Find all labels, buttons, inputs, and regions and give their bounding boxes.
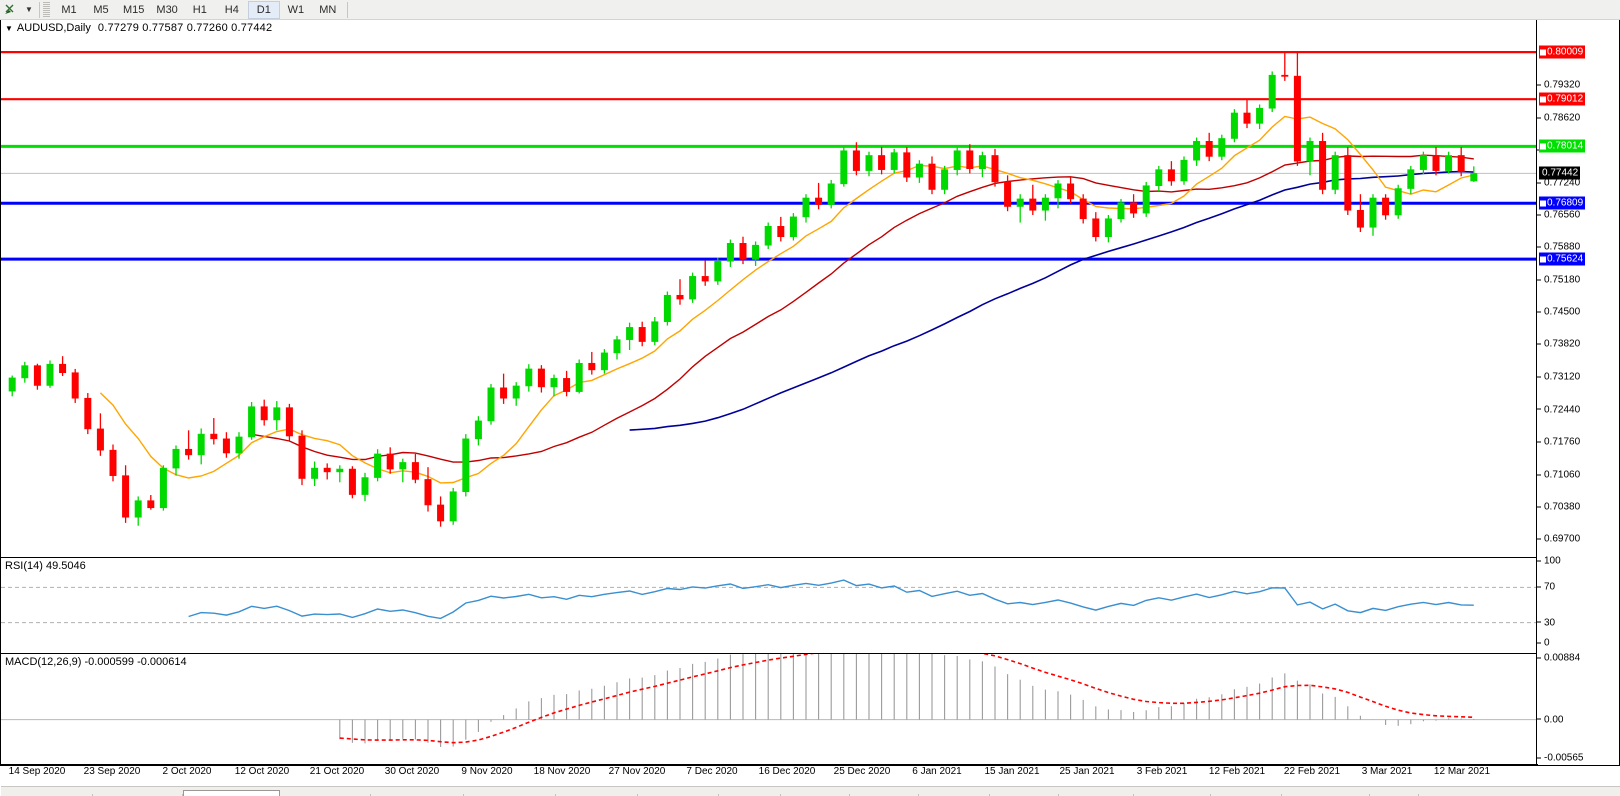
- date-tick: 25 Dec 2020: [833, 766, 891, 777]
- date-tick: 16 Dec 2020: [758, 766, 816, 777]
- rsi-pane[interactable]: [1, 557, 1538, 652]
- date-tick: 3 Feb 2021: [1136, 766, 1188, 777]
- price-label-current-price[interactable]: 0.77442: [1539, 166, 1581, 180]
- timeframe-w1[interactable]: W1: [287, 3, 305, 16]
- toolbar-grip[interactable]: [43, 1, 50, 18]
- rsi-tick: 100: [1537, 556, 1561, 567]
- macd-tick: -0.00565: [1537, 753, 1583, 764]
- rsi-tick: 70: [1537, 582, 1555, 593]
- date-tick: 2 Oct 2020: [162, 766, 212, 777]
- timeframe-m1[interactable]: M1: [61, 3, 77, 16]
- chart-tab-usoil-[interactable]: USOil,: [1370, 791, 1420, 796]
- chart-tab-usoil-daily[interactable]: USOil,Daily: [1059, 791, 1134, 796]
- candlestick-plot: [1, 51, 1538, 527]
- price-label-support[interactable]: 0.76809: [1539, 196, 1586, 210]
- chart-tab-dj30-daily[interactable]: DJ30,Daily: [1211, 791, 1283, 796]
- chart-symbol-label: AUDUSD,Daily: [16, 22, 91, 34]
- rsi-tick: 30: [1537, 617, 1555, 628]
- rsi-title: RSI(14) 49.5046: [5, 560, 86, 572]
- macd-plot: [1, 654, 1538, 747]
- chart-tab-china300-h1[interactable]: CHINA300,H1: [1282, 791, 1370, 796]
- date-tick: 30 Oct 2020: [384, 766, 440, 777]
- date-axis: [1, 764, 1538, 765]
- macd-pane[interactable]: [1, 653, 1538, 763]
- chart-tab-eurusd-daily[interactable]: EURUSD,Daily: [464, 791, 556, 796]
- price-tick: 0.78620: [1537, 112, 1580, 123]
- toolbar-separator-2: [346, 1, 348, 18]
- date-tick: 12 Mar 2021: [1433, 766, 1491, 777]
- price-tick: 0.71060: [1537, 469, 1580, 480]
- macd-title: MACD(12,26,9) -0.000599 -0.000614: [5, 656, 187, 668]
- date-tick: 25 Jan 2021: [1059, 766, 1115, 777]
- chart-tab-bar[interactable]: EURUSD,DailyUSDCHF,DailyAUDUSD,DailyUSDC…: [1, 786, 1620, 796]
- price-tick: 0.71760: [1537, 436, 1580, 447]
- timeframe-d1[interactable]: D1: [247, 0, 280, 19]
- date-tick: 3 Mar 2021: [1361, 766, 1413, 777]
- crosshair-cursor-icon[interactable]: [0, 1, 22, 19]
- price-tick: 0.77240: [1537, 177, 1580, 188]
- chart-tab-uk100-h1[interactable]: UK100,H1: [850, 791, 919, 796]
- price-label-support[interactable]: 0.75624: [1539, 252, 1586, 266]
- timeframe-m30[interactable]: M30: [156, 3, 178, 16]
- date-tick: 9 Nov 2020: [461, 766, 513, 777]
- price-tick: 0.79320: [1537, 79, 1580, 90]
- date-tick: 27 Nov 2020: [608, 766, 666, 777]
- date-tick: 14 Sep 2020: [8, 766, 66, 777]
- chart-tab-uk100-h1[interactable]: UK100,H1: [781, 791, 850, 796]
- chart-tab-usdcnh-daily[interactable]: USDCNH,Daily: [371, 791, 464, 796]
- timeframe-h4[interactable]: H4: [224, 3, 239, 16]
- chart-tab-eurusd-daily[interactable]: EURUSD,Daily: [1, 791, 93, 796]
- date-tick: 21 Oct 2020: [309, 766, 365, 777]
- price-tick: 0.74500: [1537, 307, 1580, 318]
- macd-tick: 0.00884: [1537, 653, 1580, 664]
- chart-tab-usdjpy-h1[interactable]: USDJPY,H1: [1134, 791, 1211, 796]
- chevron-down-icon[interactable]: ▼: [25, 5, 33, 14]
- chart-tab-hk50-h1[interactable]: HK50,H1: [719, 791, 782, 796]
- top-toolbar: ▼ M1 M5 M15 M30 H1 H4 D1 W1 MN: [0, 0, 1620, 20]
- date-tick: 18 Nov 2020: [533, 766, 591, 777]
- timeframe-h1[interactable]: H1: [192, 3, 207, 16]
- chart-header: ▼ AUDUSD,Daily 0.77279 0.77587 0.77260 0…: [1, 20, 272, 36]
- date-tick: 7 Dec 2020: [686, 766, 738, 777]
- price-tick: 0.75180: [1537, 275, 1580, 286]
- price-pane[interactable]: [1, 36, 1538, 555]
- chart-tab-usdcad-daily[interactable]: USDCAD,Daily: [280, 791, 372, 796]
- price-tick: 0.76560: [1537, 209, 1580, 220]
- timeframe-m5[interactable]: M5: [93, 3, 109, 16]
- price-scale[interactable]: 0.793200.786200.779400.772400.765600.758…: [1536, 20, 1619, 764]
- tab-scroll-nav[interactable]: ◄►: [1421, 791, 1455, 796]
- price-tick: 0.69700: [1537, 533, 1580, 544]
- date-tick: 15 Jan 2021: [984, 766, 1040, 777]
- rsi-tick: 0: [1537, 638, 1550, 649]
- chart-tab-fra40-h1[interactable]: FRA40,H1: [990, 791, 1060, 796]
- date-tick: 12 Oct 2020: [234, 766, 290, 777]
- price-tick: 0.73820: [1537, 339, 1580, 350]
- macd-tick: 0.00: [1537, 714, 1563, 725]
- price-label-resistance[interactable]: 0.79012: [1539, 92, 1586, 106]
- triangle-down-icon[interactable]: ▼: [5, 23, 13, 33]
- date-tick: 12 Feb 2021: [1208, 766, 1266, 777]
- timeframe-mn[interactable]: MN: [319, 3, 337, 16]
- chart-tab-xauusd-h4[interactable]: XAUUSD,H4: [638, 791, 719, 796]
- chart-tab-gbpusd-h4[interactable]: GBPUSD,H4: [556, 791, 638, 796]
- price-tick: 0.75880: [1537, 242, 1580, 253]
- chart-window[interactable]: ▼ AUDUSD,Daily 0.77279 0.77587 0.77260 0…: [0, 20, 1620, 796]
- price-label-resistance[interactable]: 0.80009: [1539, 45, 1586, 59]
- rsi-plot: [1, 579, 1538, 624]
- chart-ohlc-values: 0.77279 0.77587 0.77260 0.77442: [97, 22, 273, 34]
- date-tick: 22 Feb 2021: [1283, 766, 1341, 777]
- chart-tab-ger30-h1[interactable]: GER30,H1: [919, 791, 991, 796]
- date-tick: 6 Jan 2021: [912, 766, 962, 777]
- date-tick: 23 Sep 2020: [83, 766, 141, 777]
- toolbar-separator: [39, 1, 40, 18]
- chart-tab-audusd-daily[interactable]: AUDUSD,Daily: [183, 790, 280, 796]
- price-tick: 0.72440: [1537, 404, 1580, 415]
- chart-tab-usdchf-daily[interactable]: USDCHF,Daily: [93, 791, 184, 796]
- price-label-pivot[interactable]: 0.78014: [1539, 139, 1586, 153]
- price-tick: 0.70380: [1537, 501, 1580, 512]
- timeframe-m15[interactable]: M15: [123, 3, 145, 16]
- price-tick: 0.73120: [1537, 372, 1580, 383]
